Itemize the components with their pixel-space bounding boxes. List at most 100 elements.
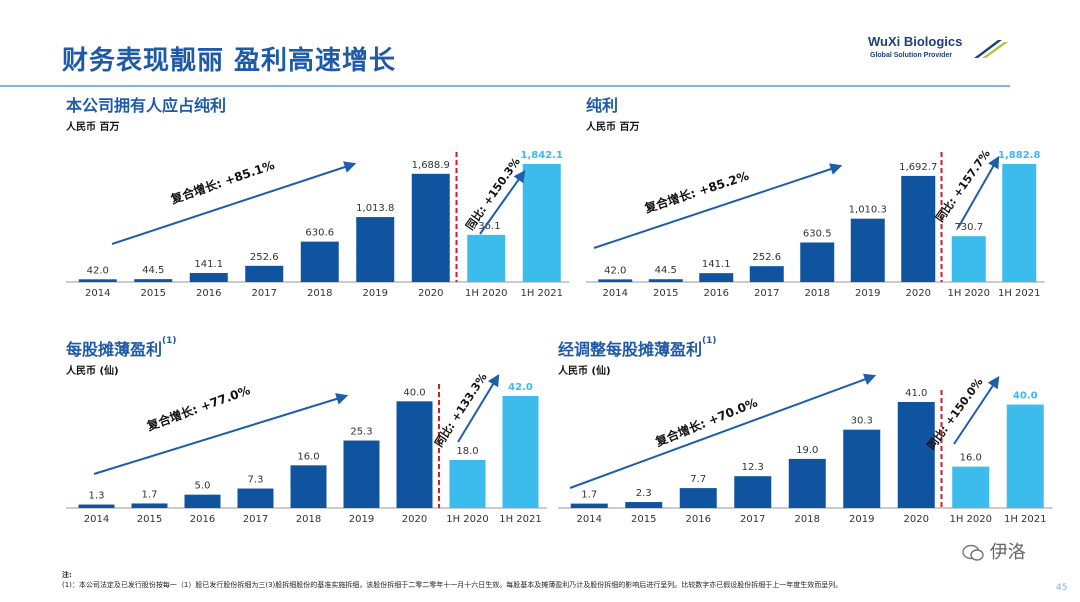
value-label: 25.3 [350,427,372,438]
yoy-arrow [957,155,1000,229]
value-label: 12.3 [742,462,764,473]
bar-2017 [237,488,274,508]
tick-label: 2016 [190,514,215,525]
tick-label: 1H 2020 [465,288,508,299]
value-label: 42.0 [604,265,626,276]
logo-mark-icon [974,40,1008,58]
value-label: 141.1 [194,259,223,270]
chart-diluted-eps: 每股摊薄盈利(1) 人民币 (仙) 1.3 2014 1.7 2015 5.0 2016 7… [66,336,576,538]
tick-label: 2016 [196,288,221,299]
cagr-arrow [593,163,843,249]
value-label: 1,013.8 [356,203,394,214]
tick-label: 2015 [137,514,162,525]
watermark-text: 伊洛 [989,542,1026,563]
bar-2019 [343,440,380,508]
chart-unit: 人民币 (仙) [558,366,611,377]
bar-2014 [78,279,117,282]
bar-2019 [850,218,885,282]
bar-2020 [901,175,936,282]
tick-label: 2020 [402,514,427,525]
tick-label: 2017 [252,288,277,299]
value-label: 1.3 [89,491,105,502]
bar-2019 [356,217,395,282]
title-divider [0,85,1010,87]
value-label: 16.0 [297,451,319,462]
value-label: 42.0 [87,265,109,276]
chart-title-note: (1) [702,336,717,346]
value-label: 40.0 [1013,391,1038,402]
bar-2014 [78,504,115,508]
bar-1h-2020 [449,460,486,508]
value-label: 18.0 [456,446,478,457]
tick-label: 1H 2021 [1004,514,1047,525]
bar-2015 [648,279,683,282]
value-label: 630.5 [803,228,832,239]
tick-label: 2019 [849,514,874,525]
value-label: 141.1 [702,259,731,270]
bar-2018 [290,465,327,508]
tick-label: 2020 [418,288,443,299]
bar-2016 [699,273,734,282]
tick-label: 2019 [855,288,880,299]
tick-label: 1H 2020 [446,514,489,525]
chart-title-text: 纯利 [586,96,619,115]
page-number: 45 [1056,583,1068,593]
value-label: 44.5 [142,265,164,276]
value-label: 1,692.7 [899,162,937,173]
tick-label: 2020 [904,514,929,525]
value-label: 40.0 [403,387,425,398]
tick-label: 2014 [603,288,628,299]
value-label: 7.3 [248,475,264,486]
tick-label: 2018 [795,514,820,525]
yoy-arrow [953,376,1000,445]
chart-title: 每股摊薄盈利(1) [66,336,177,360]
chat-bubble-icon [962,544,984,561]
value-label: 630.6 [305,228,334,239]
chart-adjusted-diluted-eps: 经调整每股摊薄盈利(1) 人民币 (仙) 1.7 2014 2.3 2015 7.7 20… [558,336,1053,538]
chart-title: 纯利 [586,92,618,116]
tick-label: 2015 [653,288,678,299]
value-label: 30.3 [851,416,873,427]
value-label: 44.5 [655,265,677,276]
bar-2018 [788,458,826,508]
chart-title-text: 每股摊薄盈利 [66,340,163,359]
chart-unit: 人民币 (仙) [66,366,119,377]
bar-1h-2020 [952,466,990,508]
yoy-arrow [479,170,526,235]
chart-title-note: (1) [162,336,177,346]
tick-label: 2014 [85,288,110,299]
tick-label: 1H 2020 [947,288,990,299]
value-label: 42.0 [508,382,533,393]
bar-1h-2021 [1002,164,1037,282]
bar-2016 [679,488,717,508]
chart-plot: 1.7 2014 2.3 2015 7.7 2016 12.3 2017 19.0 2018 30.… [558,373,1053,525]
tick-label: 1H 2020 [949,514,992,525]
bar-2016 [189,272,228,282]
value-label: 1.7 [142,489,158,500]
bar-2020 [897,402,935,508]
bar-2018 [300,241,339,282]
bar-1h-2020 [951,236,986,282]
tick-label: 1H 2021 [499,514,542,525]
company-logo: WuXi Biologics Global Solution Provider [868,34,1008,70]
value-label: 1,882.8 [998,150,1040,161]
tick-label: 2016 [686,514,711,525]
value-label: 1.7 [581,490,597,501]
value-label: 252.6 [752,252,781,263]
value-label: 1,842.1 [521,150,563,161]
cagr-label: 复合增长: +70.0% [652,395,759,450]
chart-title-text: 本公司拥有人应占纯利 [66,96,227,115]
tick-label: 2020 [906,288,931,299]
tick-label: 2018 [307,288,332,299]
bar-2019 [843,429,881,508]
bar-2014 [570,503,608,508]
chart-title-text: 经调整每股摊薄盈利 [558,340,703,359]
logo-name: WuXi Biologics [868,34,963,49]
bar-2014 [598,279,633,282]
chart-title: 本公司拥有人应占纯利 [66,92,226,116]
value-label: 730.7 [954,222,983,233]
value-label: 2.3 [636,488,652,499]
value-label: 16.0 [960,453,982,464]
bar-2017 [245,265,284,282]
